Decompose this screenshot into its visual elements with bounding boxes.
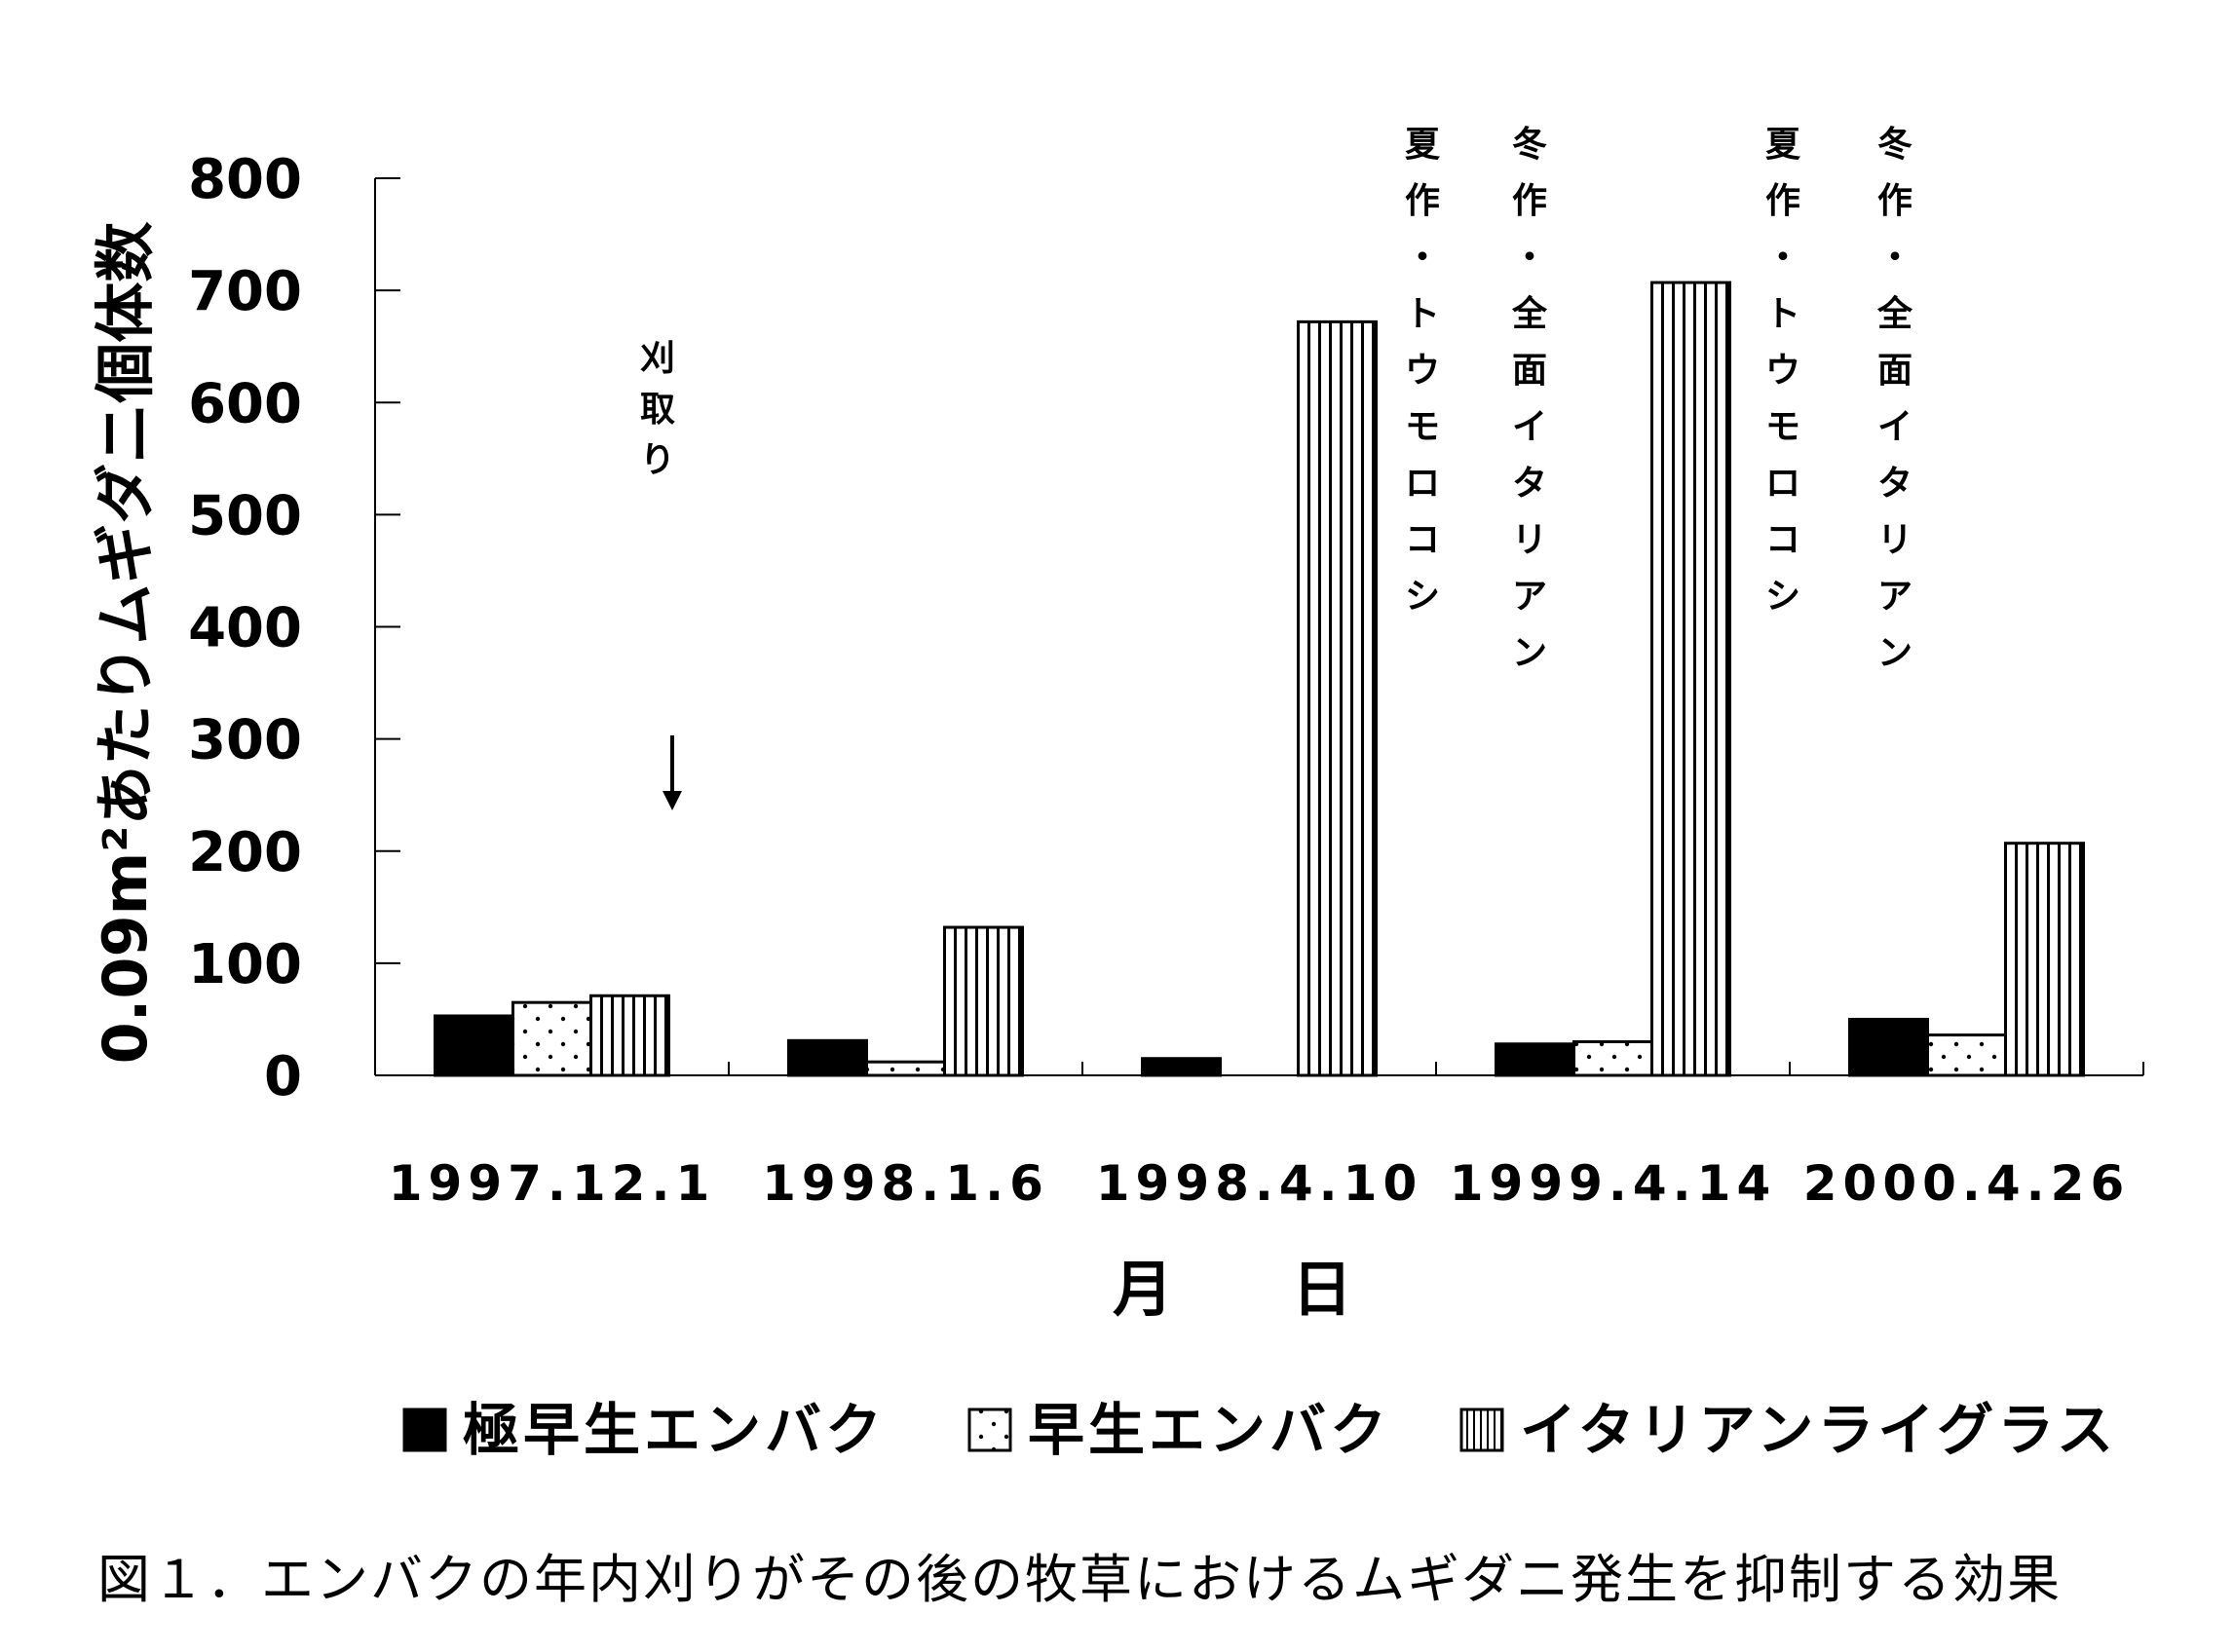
y-axis-title: 0.09m²あたりムギダニ個体数 [90,222,161,1065]
harvest-annotation: 刈取り [640,339,675,480]
legend-swatch-1 [402,1408,447,1452]
x-tick-label: 1998.1.6 [762,1155,1049,1212]
bar-2-2000.4.26 [1926,1033,2007,1077]
crop-annotation: 冬作・全面イタリアン [1511,125,1548,673]
legend-label-3: イタリアンライグラス [1520,1397,2117,1463]
crop-annotation: 夏作・トウモロコシ [1405,125,1441,617]
x-axis-labels: 1997.12.1 1998.1.6 1998.4.10 1999.4.14 2000.… [389,1155,2131,1212]
bar-2-1997.12.1 [511,1000,592,1077]
bar-2-1999.4.14 [1572,1039,1653,1077]
legend: 極早生エンバク 早生エンバク イタリアンライグラス [402,1397,2117,1463]
legend-label-1: 極早生エンバク [463,1397,886,1463]
legend-label-2: 早生エンバク [1028,1397,1390,1463]
bar-1-1998.4.10 [1141,1057,1222,1077]
crop-annotation: 冬作・全面イタリアン [1876,125,1913,673]
x-tick-label: 1998.4.10 [1096,1155,1423,1212]
y-tick-label: 500 [188,484,302,547]
x-tick-label: 2000.4.26 [1803,1155,2131,1212]
bar-3-1997.12.1 [589,994,670,1077]
y-tick-label: 700 [188,260,302,323]
y-tick-label: 0 [264,1045,302,1108]
y-tick-label: 100 [188,933,302,996]
legend-swatch-2 [967,1408,1012,1452]
harvest-arrow-head [663,791,682,810]
bar-3-2000.4.26 [2004,842,2085,1077]
y-tick-label: 600 [188,372,302,435]
x-axis-title: 月 日 [1113,1254,1382,1325]
y-axis-ticks: 0 100 200 300 400 500 600 700 800 [188,148,400,1108]
y-tick-label: 300 [188,709,302,772]
x-tick-label: 1999.4.14 [1450,1155,1777,1212]
bar-3-1998.4.10 [1297,319,1378,1077]
y-tick-label: 400 [188,597,302,660]
bars [434,281,2085,1077]
legend-swatch-3 [1459,1408,1504,1452]
bar-3-1999.4.14 [1650,281,1731,1077]
annotations: 刈取り 夏作・トウモロコシ 冬作・全面イタリアン 夏作・トウモロコシ 冬作・全面イタリア… [640,125,1913,810]
figure-caption: 図１．エンバクの年内刈りがその後の牧草におけるムギダニ発生を抑制する効果 [97,1549,2062,1610]
bar-2-1998.1.6 [865,1060,946,1077]
crop-annotation: 夏作・トウモロコシ [1765,125,1801,617]
bar-1-2000.4.26 [1848,1017,1929,1077]
bar-1-1997.12.1 [434,1014,514,1077]
x-tick-label: 1997.12.1 [389,1155,716,1212]
y-tick-label: 800 [188,148,302,211]
bar-1-1999.4.14 [1495,1042,1575,1077]
bar-1-1998.1.6 [787,1038,868,1077]
bar-3-1998.1.6 [943,925,1024,1077]
y-tick-label: 200 [188,821,302,884]
